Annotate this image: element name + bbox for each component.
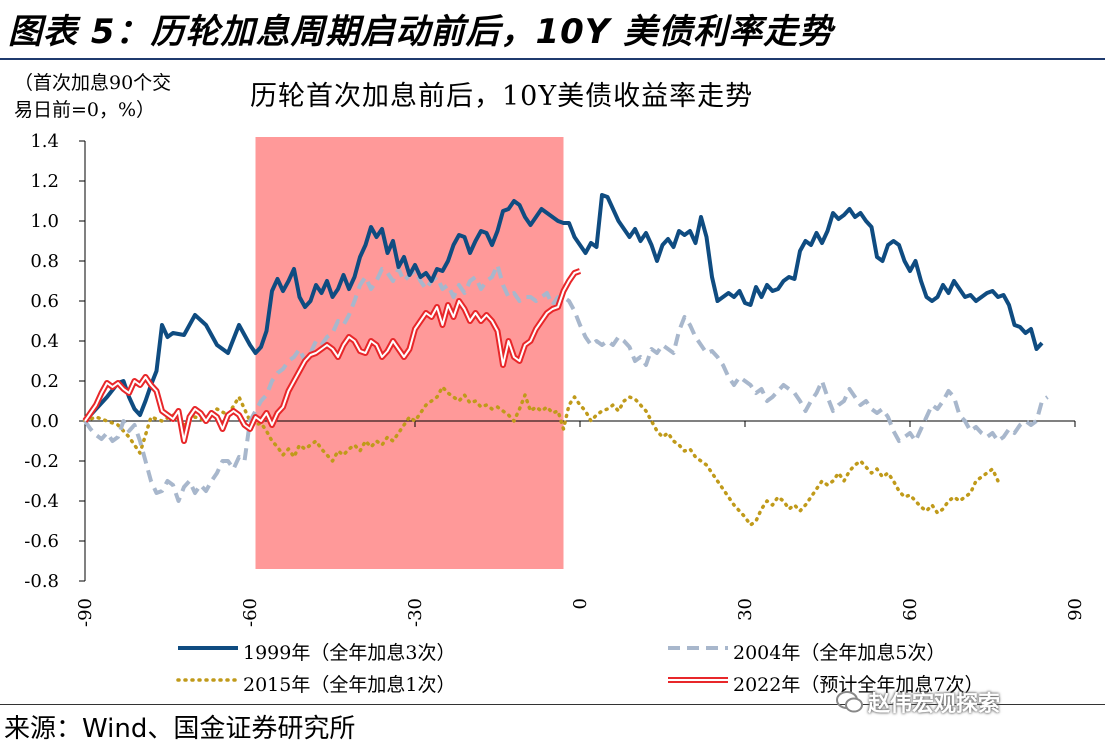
wechat-icon: [836, 691, 863, 713]
legend-label-2022: 2022年（预计全年加息7次）: [733, 674, 984, 696]
series-line-1: [83, 263, 1049, 503]
legend-label-2015: 2015年（全年加息1次）: [243, 674, 456, 696]
watermark: 赵伟宏观探索: [868, 692, 1001, 717]
series-line-3-inner: [84, 270, 581, 442]
y-tick-label: 1.2: [30, 171, 59, 192]
x-tick-label: -90: [75, 598, 96, 627]
legend-label-2004: 2004年（全年加息5次）: [733, 642, 946, 664]
y-axis-unit-line-1: （首次加息90个交: [14, 72, 172, 94]
y-tick-label: 0.8: [30, 251, 59, 272]
y-tick-label: 0.2: [30, 371, 59, 392]
legend-label-1999: 1999年（全年加息3次）: [243, 642, 456, 664]
x-tick-label: -30: [405, 598, 426, 627]
source-rule: [0, 704, 1105, 705]
y-tick-label: -0.4: [24, 491, 59, 512]
chart-title: 历轮首次加息前后，10Y美债收益率走势: [250, 81, 754, 112]
figure-title: 图表 5：历轮加息周期启动前后，10Y 美债利率走势: [8, 12, 834, 52]
x-tick-label: 90: [1065, 598, 1086, 621]
x-tick-label: -60: [240, 598, 261, 627]
source-note: 来源：Wind、国金证券研究所: [4, 714, 356, 744]
y-axis-unit-label: （首次加息90个交 易日前=0，%）: [14, 70, 214, 124]
series-line-0: [83, 193, 1044, 423]
x-tick-label: 60: [900, 598, 921, 621]
y-tick-label: -0.6: [24, 531, 59, 552]
y-tick-label: 0.0: [30, 411, 59, 432]
x-tick-label: 0: [570, 598, 591, 609]
y-tick-label: 0.6: [30, 291, 59, 312]
y-tick-label: 1.0: [30, 211, 59, 232]
y-tick-label: 0.4: [30, 331, 59, 352]
series-line-2: [83, 385, 1000, 527]
y-tick-label: 1.4: [30, 131, 59, 152]
title-rule: [0, 58, 1105, 60]
x-tick-label: 30: [735, 598, 756, 621]
y-tick-label: -0.2: [24, 451, 59, 472]
y-axis-unit-line-2: 易日前=0，%）: [14, 99, 156, 121]
y-tick-label: -0.8: [24, 571, 59, 592]
